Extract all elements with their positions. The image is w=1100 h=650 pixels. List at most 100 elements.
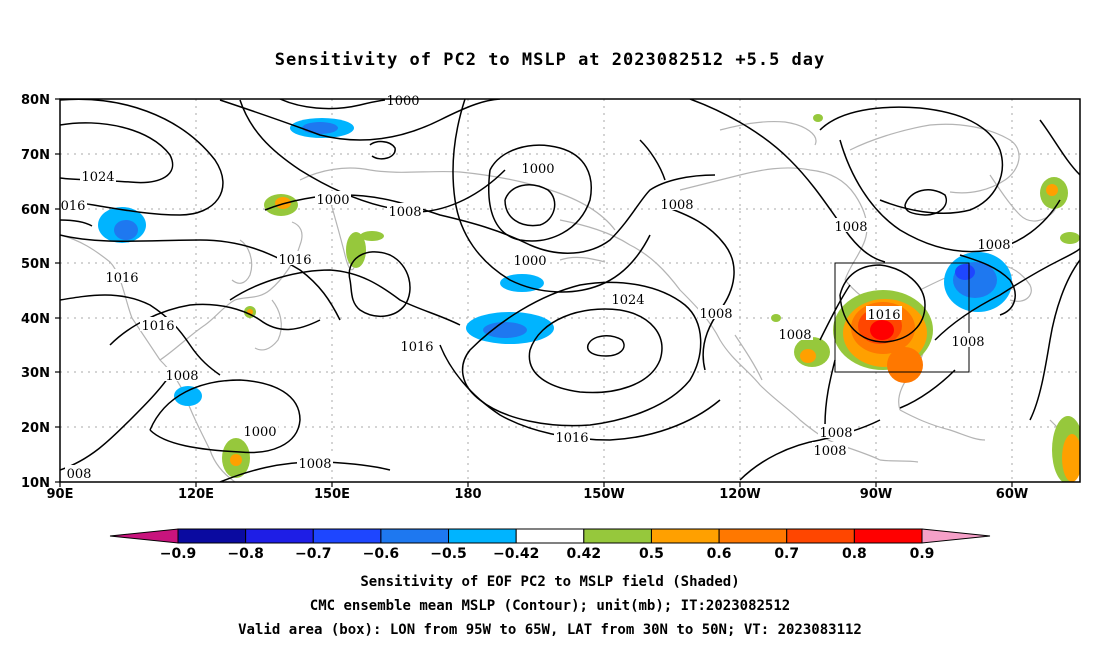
positive-shading-texas: [794, 337, 830, 367]
contour-label: 1000: [513, 254, 546, 269]
contour-label: 1016: [141, 319, 174, 334]
lon-label: 150W: [583, 487, 624, 502]
colorbar-boxes: [177, 528, 923, 544]
contour-label-bg: [512, 252, 548, 266]
contour-label: 1000: [521, 162, 554, 177]
contour-label: 1024: [611, 293, 644, 308]
contour-label: 1016: [278, 253, 311, 268]
contour-label-bg: [65, 465, 93, 479]
contour-label: 1016: [555, 431, 588, 446]
contour-label-bg: [399, 338, 435, 352]
lat-label: 40N: [21, 312, 50, 327]
latitude-labels: 80N 70N 60N 50N 40N 30N 20N 10N: [21, 93, 50, 491]
colorbar-label: −0.6: [363, 546, 400, 562]
longitude-labels: 90E 120E 150E 180 150W 120W 90W 60W: [47, 487, 1029, 502]
positive-shading-philippines: [222, 438, 250, 478]
lon-label: 60W: [996, 487, 1028, 502]
lat-label: 30N: [21, 366, 50, 381]
positive-shading-atlantic: [1052, 232, 1080, 482]
contour-label-bg: [976, 236, 1012, 250]
contour-labels: 1000 1024 016 1000 1008 1000 1008 1008 1008 1016 1…: [59, 92, 1012, 482]
caption-line3: Valid area (box): LON from 95W to 65W, L…: [238, 622, 862, 638]
lat-label: 80N: [21, 93, 50, 108]
contour-label: 1008: [819, 426, 852, 441]
contour-label-bg: [80, 168, 116, 182]
contour-label-bg: [315, 191, 351, 205]
colorbar-label: −0.8: [227, 546, 264, 562]
plot-frame: [59, 98, 1081, 483]
contour-label-bg: [833, 218, 869, 232]
colorbar-label: 0.5: [639, 546, 664, 562]
colorbar-box: [583, 528, 652, 544]
contour-label-bg: [950, 333, 986, 347]
contour-label: 1000: [243, 425, 276, 440]
caption-line1: Sensitivity of EOF PC2 to MSLP field (Sh…: [360, 574, 740, 590]
lon-label: 90E: [47, 487, 74, 502]
valid-area-box: [834, 262, 970, 373]
positive-shading-misc: [771, 114, 823, 322]
colorbar: −0.9 −0.8 −0.7 −0.6 −0.5 −0.42 0.42 0.5 0.6 0.7 0.…: [109, 528, 991, 562]
lon-label: 120E: [178, 487, 214, 502]
colorbar-box: [245, 528, 314, 544]
contour-label: 1008: [977, 238, 1010, 253]
colorbar-label: 0.42: [567, 546, 602, 562]
colorbar-box: [312, 528, 382, 544]
tick-marks: [55, 98, 1013, 487]
colorbar-label: 0.7: [774, 546, 799, 562]
colorbar-label: −0.9: [160, 546, 197, 562]
contour-label: 1008: [660, 198, 693, 213]
colorbar-box: [515, 528, 585, 544]
lat-label: 50N: [21, 257, 50, 272]
colorbar-labels: −0.9 −0.8 −0.7 −0.6 −0.5 −0.42 0.42 0.5 0.6 0.7 0.…: [160, 546, 935, 562]
contour-label: 1008: [951, 335, 984, 350]
colorbar-label: −0.7: [295, 546, 332, 562]
contour-label-bg: [297, 455, 333, 469]
colorbar-label: 0.8: [842, 546, 867, 562]
contour-label: 1000: [386, 94, 419, 109]
contour-label: 1000: [316, 193, 349, 208]
contour-label: 1008: [778, 328, 811, 343]
coastlines: [60, 120, 1080, 482]
lon-label: 150E: [314, 487, 350, 502]
contour-label: 1008: [834, 220, 867, 235]
contour-label: 1008: [298, 457, 331, 472]
lon-label: 180: [454, 487, 481, 502]
colorbar-box: [177, 528, 247, 544]
contour-label-bg: [59, 197, 87, 211]
contour-label-bg: [140, 317, 176, 331]
contour-label: 1016: [400, 340, 433, 355]
contour-label: 1016: [867, 308, 900, 323]
contour-label-bg: [242, 423, 278, 437]
colorbar-label: 0.6: [707, 546, 732, 562]
contour-label: 1024: [81, 170, 114, 185]
mslp-contours: [60, 99, 1080, 482]
contour-label-bg: [777, 326, 813, 340]
contour-label: 1008: [388, 205, 421, 220]
colorbar-box: [448, 528, 517, 544]
contour-label-bg: [387, 203, 423, 217]
contour-label-bg: [812, 442, 848, 456]
colorbar-box: [786, 528, 855, 544]
map-title: Sensitivity of PC2 to MSLP at 2023082512…: [274, 50, 826, 70]
contour-label-bg: [698, 305, 734, 319]
colorbar-low-end: [109, 528, 179, 544]
contour-label: 1008: [813, 444, 846, 459]
contour-label-bg: [277, 251, 313, 265]
contour-label-bg: [164, 367, 200, 381]
colorbar-label: 0.9: [910, 546, 935, 562]
colorbar-label: −0.5: [430, 546, 467, 562]
lat-label: 60N: [21, 203, 50, 218]
lat-label: 10N: [21, 476, 50, 491]
contour-label-bg: [818, 424, 854, 438]
contour-label: 016: [61, 199, 86, 214]
positive-shading-eastern-us: [833, 290, 933, 383]
lat-label: 20N: [21, 421, 50, 436]
contour-label: 008: [67, 467, 92, 482]
negative-shading-taiwan: [174, 386, 202, 406]
gridlines: [60, 99, 1080, 482]
contour-label: 1016: [105, 271, 138, 286]
colorbar-box: [718, 528, 788, 544]
contour-label-bg: [866, 306, 902, 320]
negative-shading-central-asia: [98, 207, 146, 243]
colorbar-box: [650, 528, 720, 544]
